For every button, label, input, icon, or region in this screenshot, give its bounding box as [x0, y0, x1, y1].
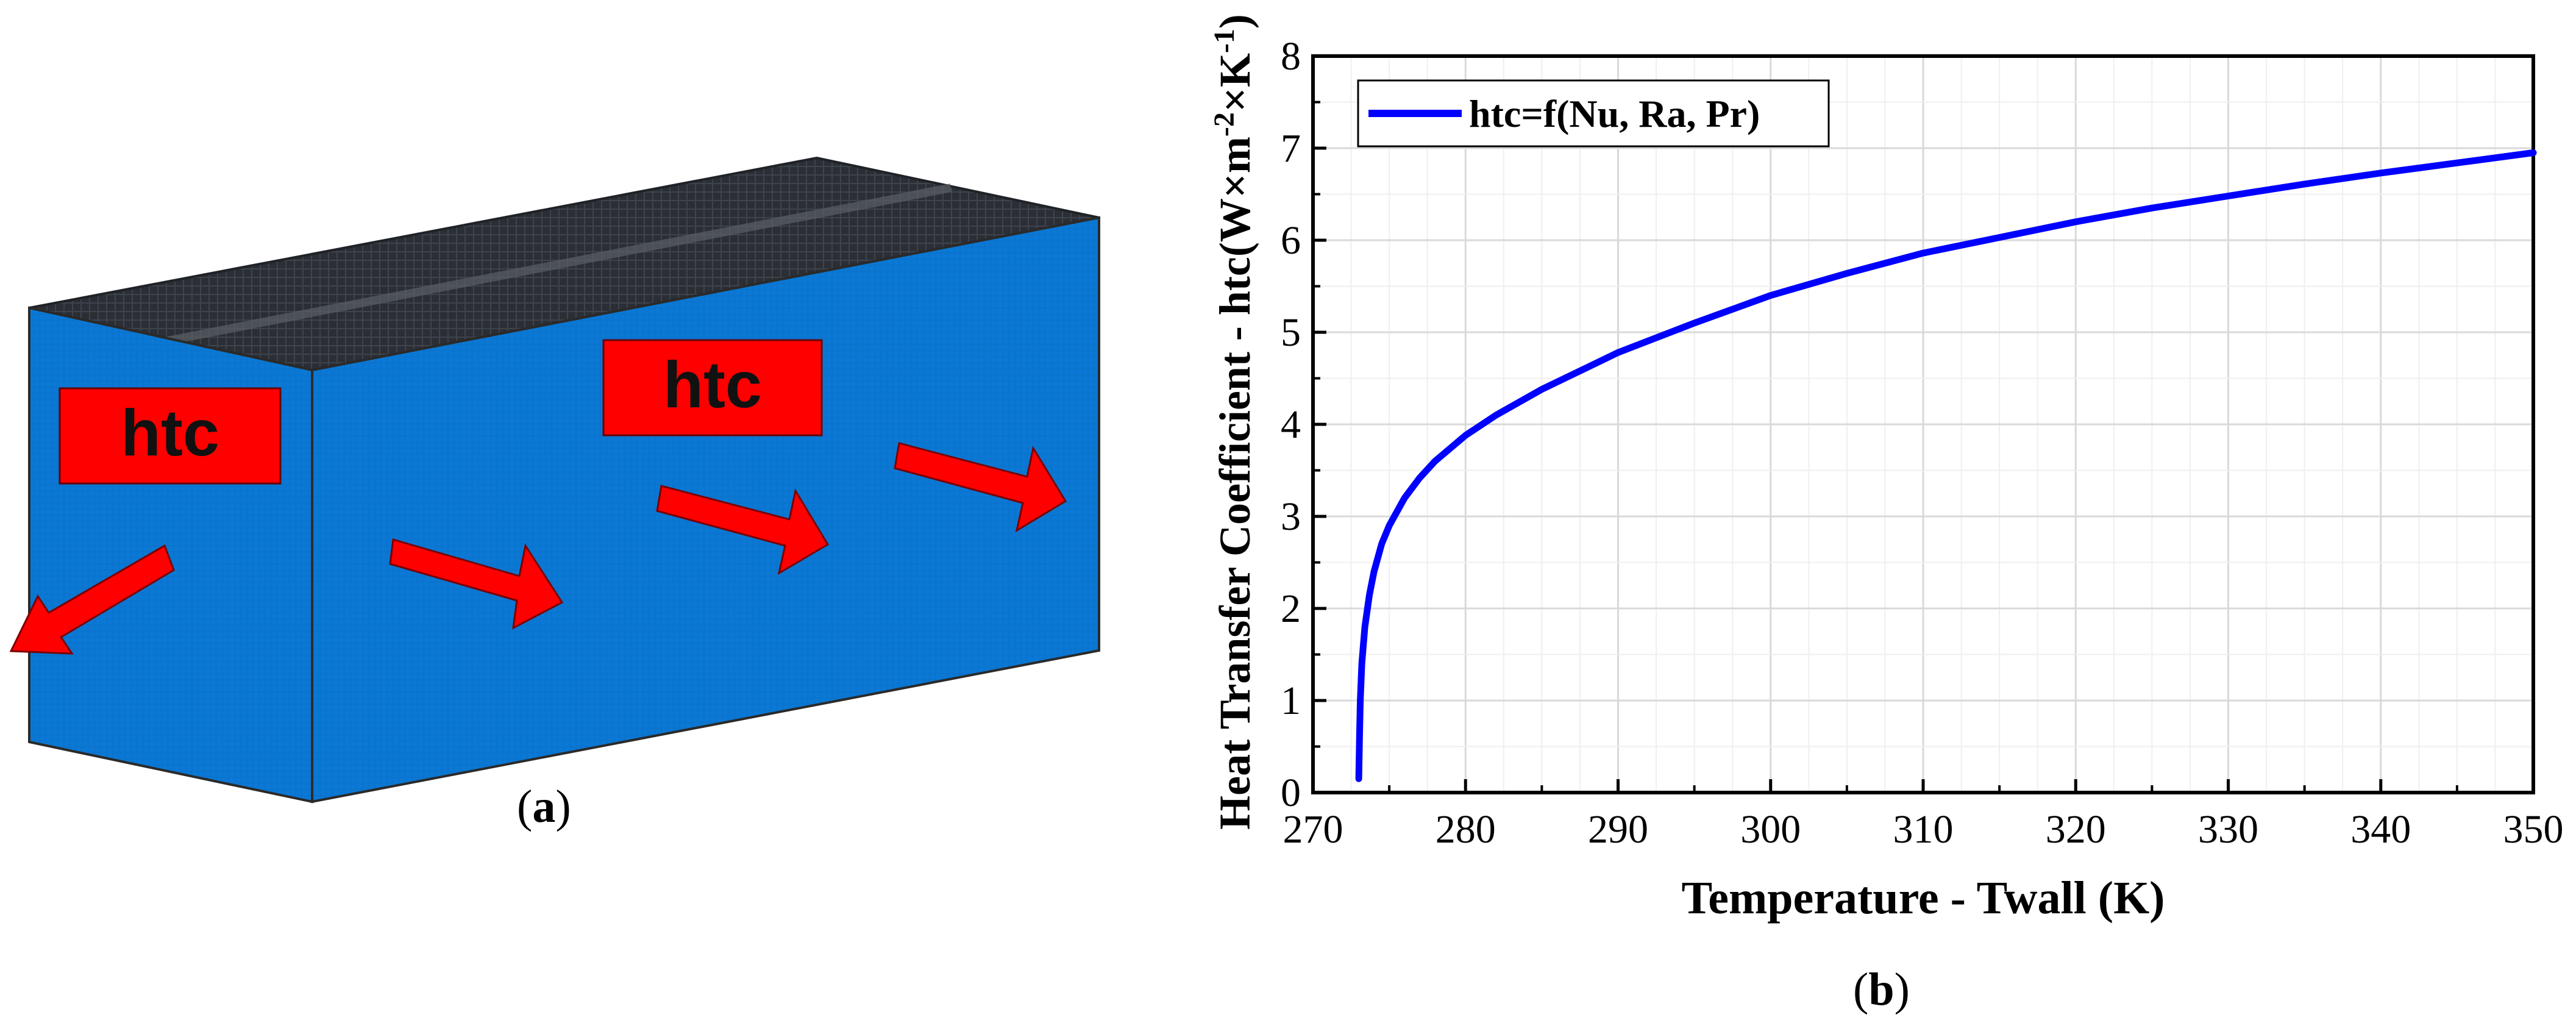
panel-a-illustration: htc htc — [9, 156, 1100, 804]
caption-b-close: ) — [1894, 964, 1910, 1015]
chart-grid — [1312, 55, 2535, 794]
box-top-ridge — [163, 184, 952, 346]
x-tick-label: 270 — [1283, 807, 1343, 852]
y-axis-label-main: Heat Transfer Coefficient - htc(W×m — [1211, 137, 1259, 830]
series-line-htc — [1355, 149, 2537, 782]
y-axis-label-sup1: -2 — [1208, 112, 1240, 137]
x-tick-label: 340 — [2350, 807, 2411, 852]
y-axis-label-sup2: -1 — [1208, 29, 1240, 53]
x-tick-label: 320 — [2046, 807, 2106, 852]
htc-label-right: htc — [602, 339, 823, 437]
y-tick-label: 5 — [1281, 310, 1301, 355]
y-tick-label: 2 — [1281, 587, 1301, 631]
caption-a-open: ( — [517, 781, 533, 832]
htc-label-right-text: htc — [663, 348, 762, 421]
y-tick-label: 1 — [1281, 679, 1301, 723]
caption-a: (a) — [517, 780, 571, 833]
caption-a-close: ) — [555, 781, 571, 832]
htc-label-left-text: htc — [121, 396, 219, 469]
arrow-left-outward — [9, 544, 175, 655]
x-tick-label: 290 — [1588, 807, 1648, 852]
caption-b-open: ( — [1853, 964, 1869, 1015]
y-axis-label-end: ) — [1211, 14, 1259, 29]
x-tick-label: 350 — [2503, 807, 2564, 852]
legend-label: htc=f(Nu, Ra, Pr) — [1469, 92, 1760, 135]
legend-box — [1357, 79, 1830, 148]
y-tick-label: 8 — [1281, 34, 1301, 79]
caption-b: (b) — [1853, 963, 1910, 1016]
x-tick-label: 310 — [1893, 807, 1954, 852]
chart-legend: htc=f(Nu, Ra, Pr) — [1357, 79, 1830, 148]
arrow-right-1 — [389, 538, 564, 630]
y-tick-label: 6 — [1281, 218, 1301, 263]
x-tick-label: 330 — [2198, 807, 2258, 852]
y-tick-label: 3 — [1281, 494, 1301, 539]
x-tick-label: 300 — [1740, 807, 1801, 852]
y-axis-label: Heat Transfer Coefficient - htc(W×m-2×K-… — [1208, 14, 1259, 830]
x-axis-label: Temperature - Twall (K) — [1682, 872, 2165, 924]
chart-series — [1355, 149, 2537, 782]
htc-label-left: htc — [59, 387, 282, 485]
arrow-right-3 — [894, 442, 1067, 533]
y-tick-label: 0 — [1281, 771, 1301, 815]
x-tick-label: 280 — [1436, 807, 1496, 852]
box-left-face — [28, 306, 313, 804]
caption-a-letter: a — [532, 781, 556, 832]
chart-ticks: 270 280 290 300 310 320 330 340 350 0 1 2 3 4 5 6 7 8 — [1281, 34, 2564, 852]
y-axis-label-mid: ×K — [1211, 53, 1259, 112]
y-tick-label: 4 — [1281, 402, 1301, 447]
y-tick-label: 7 — [1281, 126, 1301, 171]
arrow-right-2 — [656, 485, 830, 576]
plot-area-frame — [1311, 54, 2535, 794]
caption-b-letter: b — [1868, 964, 1895, 1015]
